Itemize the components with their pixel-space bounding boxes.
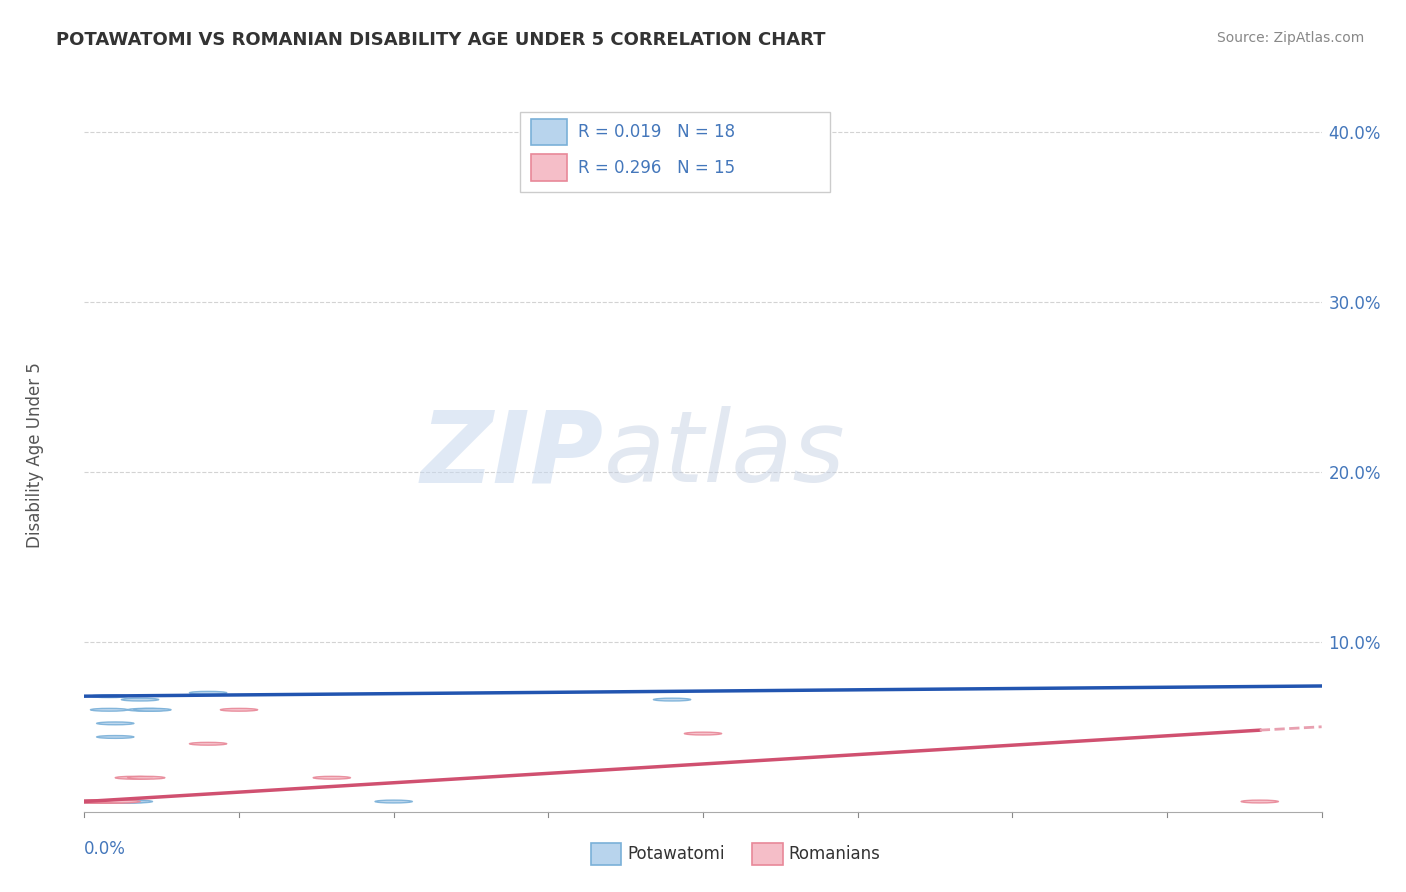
Ellipse shape [190,691,226,694]
Ellipse shape [79,800,115,803]
Ellipse shape [115,800,152,803]
Text: Romanians: Romanians [789,845,880,863]
Text: Source: ZipAtlas.com: Source: ZipAtlas.com [1216,31,1364,45]
Ellipse shape [97,722,134,725]
Text: atlas: atlas [605,407,845,503]
Ellipse shape [685,732,721,735]
Ellipse shape [97,800,134,803]
Ellipse shape [84,800,121,803]
Text: Potawatomi: Potawatomi [627,845,724,863]
Text: R = 0.019   N = 18: R = 0.019 N = 18 [578,123,735,141]
Ellipse shape [103,800,141,803]
Ellipse shape [72,800,110,803]
Text: 0.0%: 0.0% [84,840,127,858]
Ellipse shape [375,800,412,803]
Ellipse shape [90,708,128,711]
Ellipse shape [190,742,226,745]
Ellipse shape [115,776,152,779]
Ellipse shape [128,708,165,711]
Text: POTAWATOMI VS ROMANIAN DISABILITY AGE UNDER 5 CORRELATION CHART: POTAWATOMI VS ROMANIAN DISABILITY AGE UN… [56,31,825,49]
Ellipse shape [134,708,172,711]
Text: R = 0.296   N = 15: R = 0.296 N = 15 [578,159,735,177]
Ellipse shape [84,800,121,803]
Ellipse shape [314,776,350,779]
Ellipse shape [79,800,115,803]
Ellipse shape [84,800,121,803]
Ellipse shape [221,708,257,711]
Ellipse shape [103,800,141,803]
Ellipse shape [90,800,128,803]
Ellipse shape [79,800,115,803]
Ellipse shape [72,800,110,803]
Text: ZIP: ZIP [420,407,605,503]
Ellipse shape [1241,800,1278,803]
Ellipse shape [654,698,690,701]
Ellipse shape [110,800,146,803]
Ellipse shape [72,800,110,803]
Text: Disability Age Under 5: Disability Age Under 5 [25,362,44,548]
Ellipse shape [128,776,165,779]
Ellipse shape [121,698,159,701]
Ellipse shape [90,695,128,698]
Ellipse shape [97,736,134,739]
Ellipse shape [79,800,115,803]
